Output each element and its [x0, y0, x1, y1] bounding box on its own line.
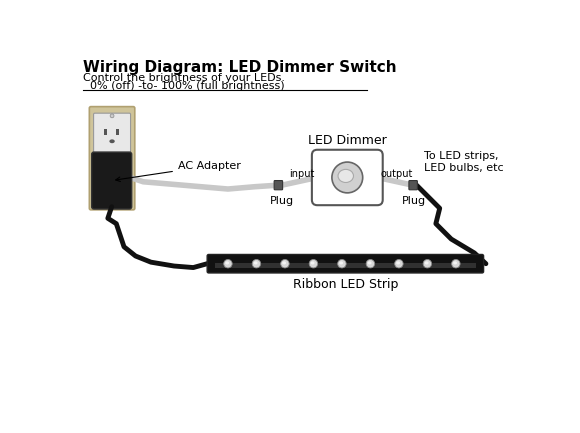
FancyBboxPatch shape [92, 152, 132, 209]
Ellipse shape [311, 262, 314, 265]
Text: Control the brightness of your LEDs.: Control the brightness of your LEDs. [83, 73, 285, 83]
Ellipse shape [366, 259, 375, 268]
Circle shape [332, 162, 362, 193]
Text: Plug: Plug [402, 196, 426, 206]
Text: input: input [289, 169, 314, 179]
Text: output: output [380, 169, 413, 179]
Circle shape [110, 114, 114, 118]
Text: Plug: Plug [270, 196, 294, 206]
Text: Ribbon LED Strip: Ribbon LED Strip [293, 278, 398, 291]
Text: 0% (off) -to- 100% (full brightness): 0% (off) -to- 100% (full brightness) [83, 81, 285, 91]
Bar [104, 129, 107, 135]
Circle shape [110, 197, 114, 201]
Ellipse shape [110, 139, 115, 143]
Text: Wiring Diagram: LED Dimmer Switch: Wiring Diagram: LED Dimmer Switch [83, 61, 397, 75]
FancyBboxPatch shape [409, 181, 418, 190]
Ellipse shape [224, 259, 232, 268]
Ellipse shape [281, 259, 289, 268]
Ellipse shape [339, 262, 343, 265]
FancyBboxPatch shape [207, 255, 484, 273]
Text: LED Dimmer: LED Dimmer [308, 134, 387, 148]
Ellipse shape [453, 262, 457, 265]
Bar [215, 263, 476, 268]
Ellipse shape [282, 262, 286, 265]
Ellipse shape [452, 259, 460, 268]
Ellipse shape [423, 259, 432, 268]
Ellipse shape [338, 259, 346, 268]
Bar [116, 129, 119, 135]
Text: To LED strips,
LED bulbs, etc: To LED strips, LED bulbs, etc [425, 151, 504, 173]
Ellipse shape [425, 262, 429, 265]
Ellipse shape [253, 262, 258, 265]
Ellipse shape [309, 259, 318, 268]
Ellipse shape [252, 259, 260, 268]
Text: AC Adapter: AC Adapter [115, 161, 241, 181]
FancyBboxPatch shape [93, 113, 130, 203]
Ellipse shape [225, 262, 229, 265]
FancyBboxPatch shape [312, 150, 383, 205]
FancyBboxPatch shape [89, 107, 135, 210]
Ellipse shape [338, 169, 353, 182]
Ellipse shape [368, 262, 372, 265]
FancyBboxPatch shape [274, 181, 282, 190]
Ellipse shape [394, 259, 403, 268]
Ellipse shape [396, 262, 400, 265]
